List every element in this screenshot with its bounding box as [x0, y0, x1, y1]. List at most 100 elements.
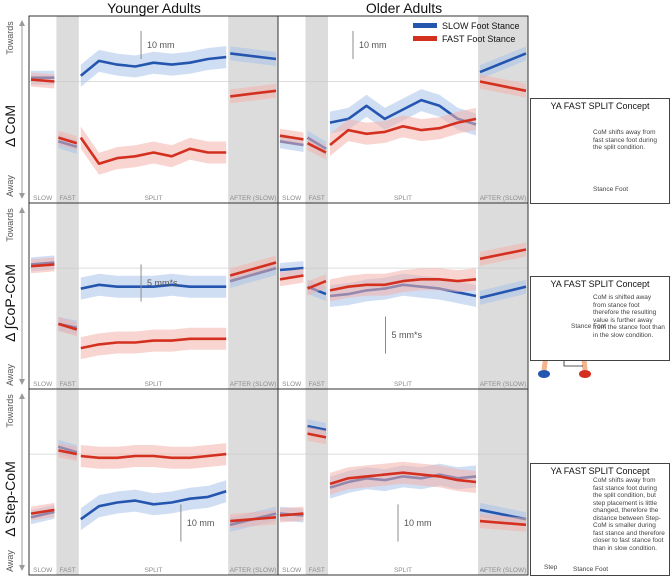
legend-label: FAST Foot Stance — [442, 33, 516, 44]
phase-label: SLOW — [282, 195, 302, 202]
phase-shade — [56, 389, 79, 575]
row-label-text: Δ ∫CoP-CoM — [2, 264, 18, 342]
series-line — [279, 266, 304, 272]
phase-label: SPLIT — [394, 567, 412, 574]
series-band — [330, 268, 476, 302]
series-line — [230, 516, 277, 523]
panel-border — [277, 388, 529, 576]
chart-panel — [277, 202, 529, 390]
chart-panel — [28, 202, 279, 390]
stance-foot-label: Stance Foot — [573, 566, 609, 573]
scale-bar-label: 10 mm — [404, 518, 432, 528]
series-line — [230, 52, 277, 61]
row-label-cop: Towards Δ ∫CoP-CoM Away — [0, 203, 20, 389]
legend-item-slow: SLOW Foot Stance — [413, 19, 520, 32]
concept-title: YA FAST SPLIT Concept — [550, 279, 650, 289]
phase-label: AFTER (SLOW) — [480, 195, 527, 202]
scale-bar-label: 5 mm*s — [392, 330, 423, 340]
towards-label: Towards — [5, 394, 15, 428]
away-label: Away — [5, 175, 15, 197]
series-line — [58, 449, 78, 456]
away-label: Away — [5, 364, 15, 386]
phase-label: SPLIT — [144, 567, 162, 574]
series-line — [58, 136, 78, 145]
phase-shade — [305, 16, 328, 203]
concept-text: CoM shifts away from fast stance foot du… — [593, 129, 657, 151]
arrow-head-up — [19, 393, 25, 399]
concept-title: YA FAST SPLIT Concept — [550, 466, 650, 476]
phase-shade — [305, 389, 328, 575]
legend-label: SLOW Foot Stance — [442, 20, 520, 31]
concept-title: YA FAST SPLIT Concept — [550, 101, 650, 111]
concept-text: CoM shifts away from fast stance foot du… — [593, 477, 665, 552]
series-line — [479, 285, 527, 300]
series-line — [80, 337, 227, 350]
phase-label: AFTER (SLOW) — [480, 381, 527, 388]
series-line — [30, 78, 55, 83]
chart-panel — [28, 388, 279, 576]
scale-bar-label: 10 mm — [187, 518, 215, 528]
series-line — [479, 52, 527, 74]
series-line — [79, 136, 227, 165]
phase-label: SLOW — [33, 567, 53, 574]
fast-foot-icon — [579, 370, 591, 378]
phase-label: FAST — [59, 195, 75, 202]
scale-bar-label: 5 mm*s — [147, 278, 178, 288]
row-label-text: Δ CoM — [2, 104, 18, 148]
phase-shade — [478, 389, 528, 575]
series-line — [30, 508, 55, 515]
slow-foot-icon — [538, 370, 550, 378]
scale-bar-label: 10 mm — [359, 40, 387, 50]
series-line — [307, 424, 327, 432]
series-band — [80, 126, 227, 175]
phase-label: SLOW — [33, 381, 53, 388]
stance-foot-label: Stance Foot — [593, 186, 629, 193]
phase-shade — [478, 16, 528, 203]
phase-label: SPLIT — [144, 381, 162, 388]
towards-label: Towards — [5, 208, 15, 242]
series-line — [479, 80, 527, 93]
phase-label: AFTER (SLOW) — [230, 567, 277, 574]
series-line — [80, 283, 227, 290]
concept-box-com: YA FAST SPLIT Concept CoM shifts away fr… — [530, 98, 670, 204]
series-band — [330, 461, 476, 495]
arrow-head-up — [19, 207, 25, 213]
phase-label: SLOW — [282, 381, 302, 388]
phase-label: SLOW — [33, 195, 53, 202]
series-band — [330, 107, 476, 156]
towards-label: Towards — [5, 21, 15, 55]
row-label-text: Δ Step-CoM — [2, 461, 18, 537]
series-line — [80, 490, 227, 521]
series-line — [279, 134, 304, 141]
chart-panel — [277, 15, 529, 204]
stance-foot-label: Stance Foot — [571, 323, 607, 330]
arrow-head-up — [19, 20, 25, 26]
series-line — [306, 142, 327, 154]
phase-label: SLOW — [282, 567, 302, 574]
series-line — [329, 117, 477, 147]
series-line — [80, 452, 227, 460]
legend-item-fast: FAST Foot Stance — [413, 32, 520, 45]
phase-label: AFTER (SLOW) — [230, 381, 277, 388]
step-label: Step — [544, 564, 558, 571]
series-line — [329, 277, 477, 292]
phase-label: SPLIT — [394, 195, 412, 202]
series-line — [307, 279, 327, 290]
chart-panel — [277, 388, 529, 576]
chart-panel — [28, 15, 279, 204]
legend: SLOW Foot Stance FAST Foot Stance — [413, 19, 520, 45]
phase-label: AFTER (SLOW) — [480, 567, 527, 574]
phase-label: FAST — [309, 567, 325, 574]
series-line — [79, 55, 227, 77]
phase-label: SPLIT — [394, 381, 412, 388]
series-band — [330, 89, 476, 136]
arrow-head-down — [19, 379, 25, 385]
series-line — [230, 89, 277, 98]
phase-shade — [228, 203, 278, 389]
phase-label: FAST — [59, 381, 75, 388]
away-label: Away — [5, 550, 15, 572]
phase-label: AFTER (SLOW) — [230, 195, 277, 202]
phase-label: FAST — [59, 567, 75, 574]
concept-box-step: YA FAST SPLIT Concept CoM shifts away fr… — [530, 463, 670, 576]
series-line — [279, 512, 304, 517]
